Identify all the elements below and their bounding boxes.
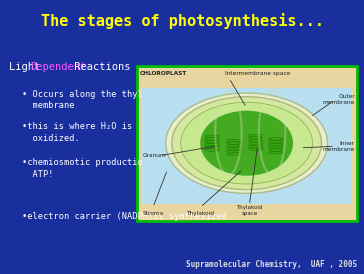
Ellipse shape <box>200 111 293 176</box>
Ellipse shape <box>226 145 241 147</box>
Text: Stroma: Stroma <box>142 211 163 216</box>
Text: • Occurs along the thylakoid
  membrane: • Occurs along the thylakoid membrane <box>22 90 169 110</box>
Ellipse shape <box>226 147 241 150</box>
Text: Intermembrane space: Intermembrane space <box>225 70 290 76</box>
Text: CHLOROPLAST: CHLOROPLAST <box>139 70 187 76</box>
Text: •electron carrier (NADPH)is synthesized: •electron carrier (NADPH)is synthesized <box>22 212 226 221</box>
Ellipse shape <box>269 146 283 149</box>
Ellipse shape <box>172 97 321 190</box>
Text: The stages of photosynthesis...: The stages of photosynthesis... <box>40 13 324 28</box>
Ellipse shape <box>205 143 219 146</box>
Text: Reactions: Reactions <box>68 62 131 72</box>
Text: Dependent: Dependent <box>30 62 87 72</box>
Text: •chemiosmotic production of
  ATP!: •chemiosmotic production of ATP! <box>22 158 163 179</box>
FancyBboxPatch shape <box>142 88 351 204</box>
Ellipse shape <box>181 102 313 184</box>
Ellipse shape <box>226 150 241 153</box>
Ellipse shape <box>249 134 263 137</box>
Text: Light: Light <box>9 62 47 72</box>
Ellipse shape <box>269 138 283 140</box>
Ellipse shape <box>205 149 219 151</box>
Ellipse shape <box>249 142 263 145</box>
Text: Supramolecular Chemistry,  UAF , 2005: Supramolecular Chemistry, UAF , 2005 <box>186 260 357 269</box>
Text: Thylakoid
space: Thylakoid space <box>236 205 262 216</box>
Text: Thylakoid: Thylakoid <box>186 211 214 216</box>
Ellipse shape <box>249 145 263 148</box>
Ellipse shape <box>249 148 263 150</box>
Ellipse shape <box>166 93 328 193</box>
Text: Outer
membrane: Outer membrane <box>323 95 355 105</box>
FancyBboxPatch shape <box>136 66 357 221</box>
Text: Granum: Granum <box>143 153 167 158</box>
Ellipse shape <box>249 137 263 139</box>
Ellipse shape <box>226 139 241 142</box>
Ellipse shape <box>205 146 219 149</box>
Ellipse shape <box>269 143 283 146</box>
Ellipse shape <box>269 152 283 154</box>
Ellipse shape <box>226 153 241 155</box>
Ellipse shape <box>269 149 283 151</box>
Ellipse shape <box>269 141 283 143</box>
Text: Inner
membrane: Inner membrane <box>323 141 355 152</box>
Ellipse shape <box>249 140 263 142</box>
Ellipse shape <box>205 141 219 143</box>
Ellipse shape <box>226 142 241 144</box>
Ellipse shape <box>205 135 219 138</box>
Ellipse shape <box>205 138 219 140</box>
Text: •this is where H₂O is
  oxidized.: •this is where H₂O is oxidized. <box>22 122 132 143</box>
